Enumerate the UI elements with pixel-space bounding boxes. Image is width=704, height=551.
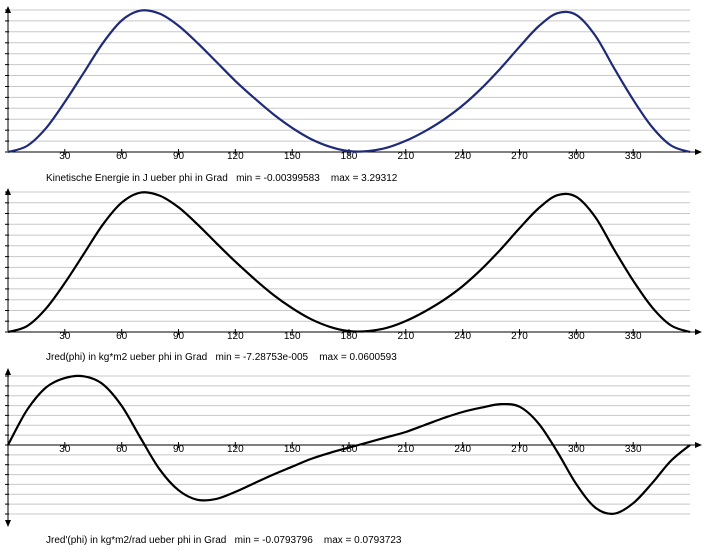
x-tick-label: 120 [227,444,244,455]
x-tick-label: 210 [397,444,414,455]
x-axis-arrow [695,442,702,448]
x-tick-label: 180 [341,151,358,162]
x-tick-label: 240 [454,331,471,342]
series-line [7,374,691,515]
x-tick-label: 300 [568,444,585,455]
caption-kinetic-energy: Kinetische Energie in J ueber phi in Gra… [46,173,398,184]
x-tick-label: 60 [116,331,128,342]
x-axis-arrow [695,329,702,335]
x-tick-label: 150 [284,331,301,342]
x-tick-label: 300 [568,151,585,162]
x-tick-label: 330 [625,331,642,342]
x-tick-label: 30 [59,151,71,162]
x-tick-label: 270 [511,151,528,162]
x-tick-label: 180 [341,331,358,342]
x-tick-label: 60 [116,444,128,455]
x-tick-label: 240 [454,151,471,162]
x-tick-label: 330 [625,444,642,455]
x-tick-label: 150 [284,444,301,455]
x-tick-label: 120 [227,331,244,342]
x-tick-label: 60 [116,151,128,162]
caption-jred-derivative: Jred'(phi) in kg*m2/rad ueber phi in Gra… [46,535,402,546]
x-tick-label: 30 [59,331,71,342]
caption-jred: Jred(phi) in kg*m2 ueber phi in Grad min… [46,352,397,363]
x-tick-label: 270 [511,444,528,455]
x-tick-label: 300 [568,331,585,342]
x-tick-label: 90 [173,151,185,162]
x-tick-label: 330 [625,151,642,162]
x-tick-label: 90 [173,331,185,342]
x-tick-label: 210 [397,151,414,162]
x-tick-label: 210 [397,331,414,342]
x-tick-label: 90 [173,444,185,455]
x-tick-label: 270 [511,331,528,342]
x-tick-label: 30 [59,444,71,455]
x-tick-label: 150 [284,151,301,162]
x-tick-label: 120 [227,151,244,162]
series-line [7,191,691,334]
series-line [7,9,691,154]
x-tick-label: 240 [454,444,471,455]
x-tick-label: 180 [341,444,358,455]
y-axis-arrow-top [5,368,11,375]
y-axis-arrow-bottom [5,520,11,527]
x-axis-arrow [695,149,702,155]
